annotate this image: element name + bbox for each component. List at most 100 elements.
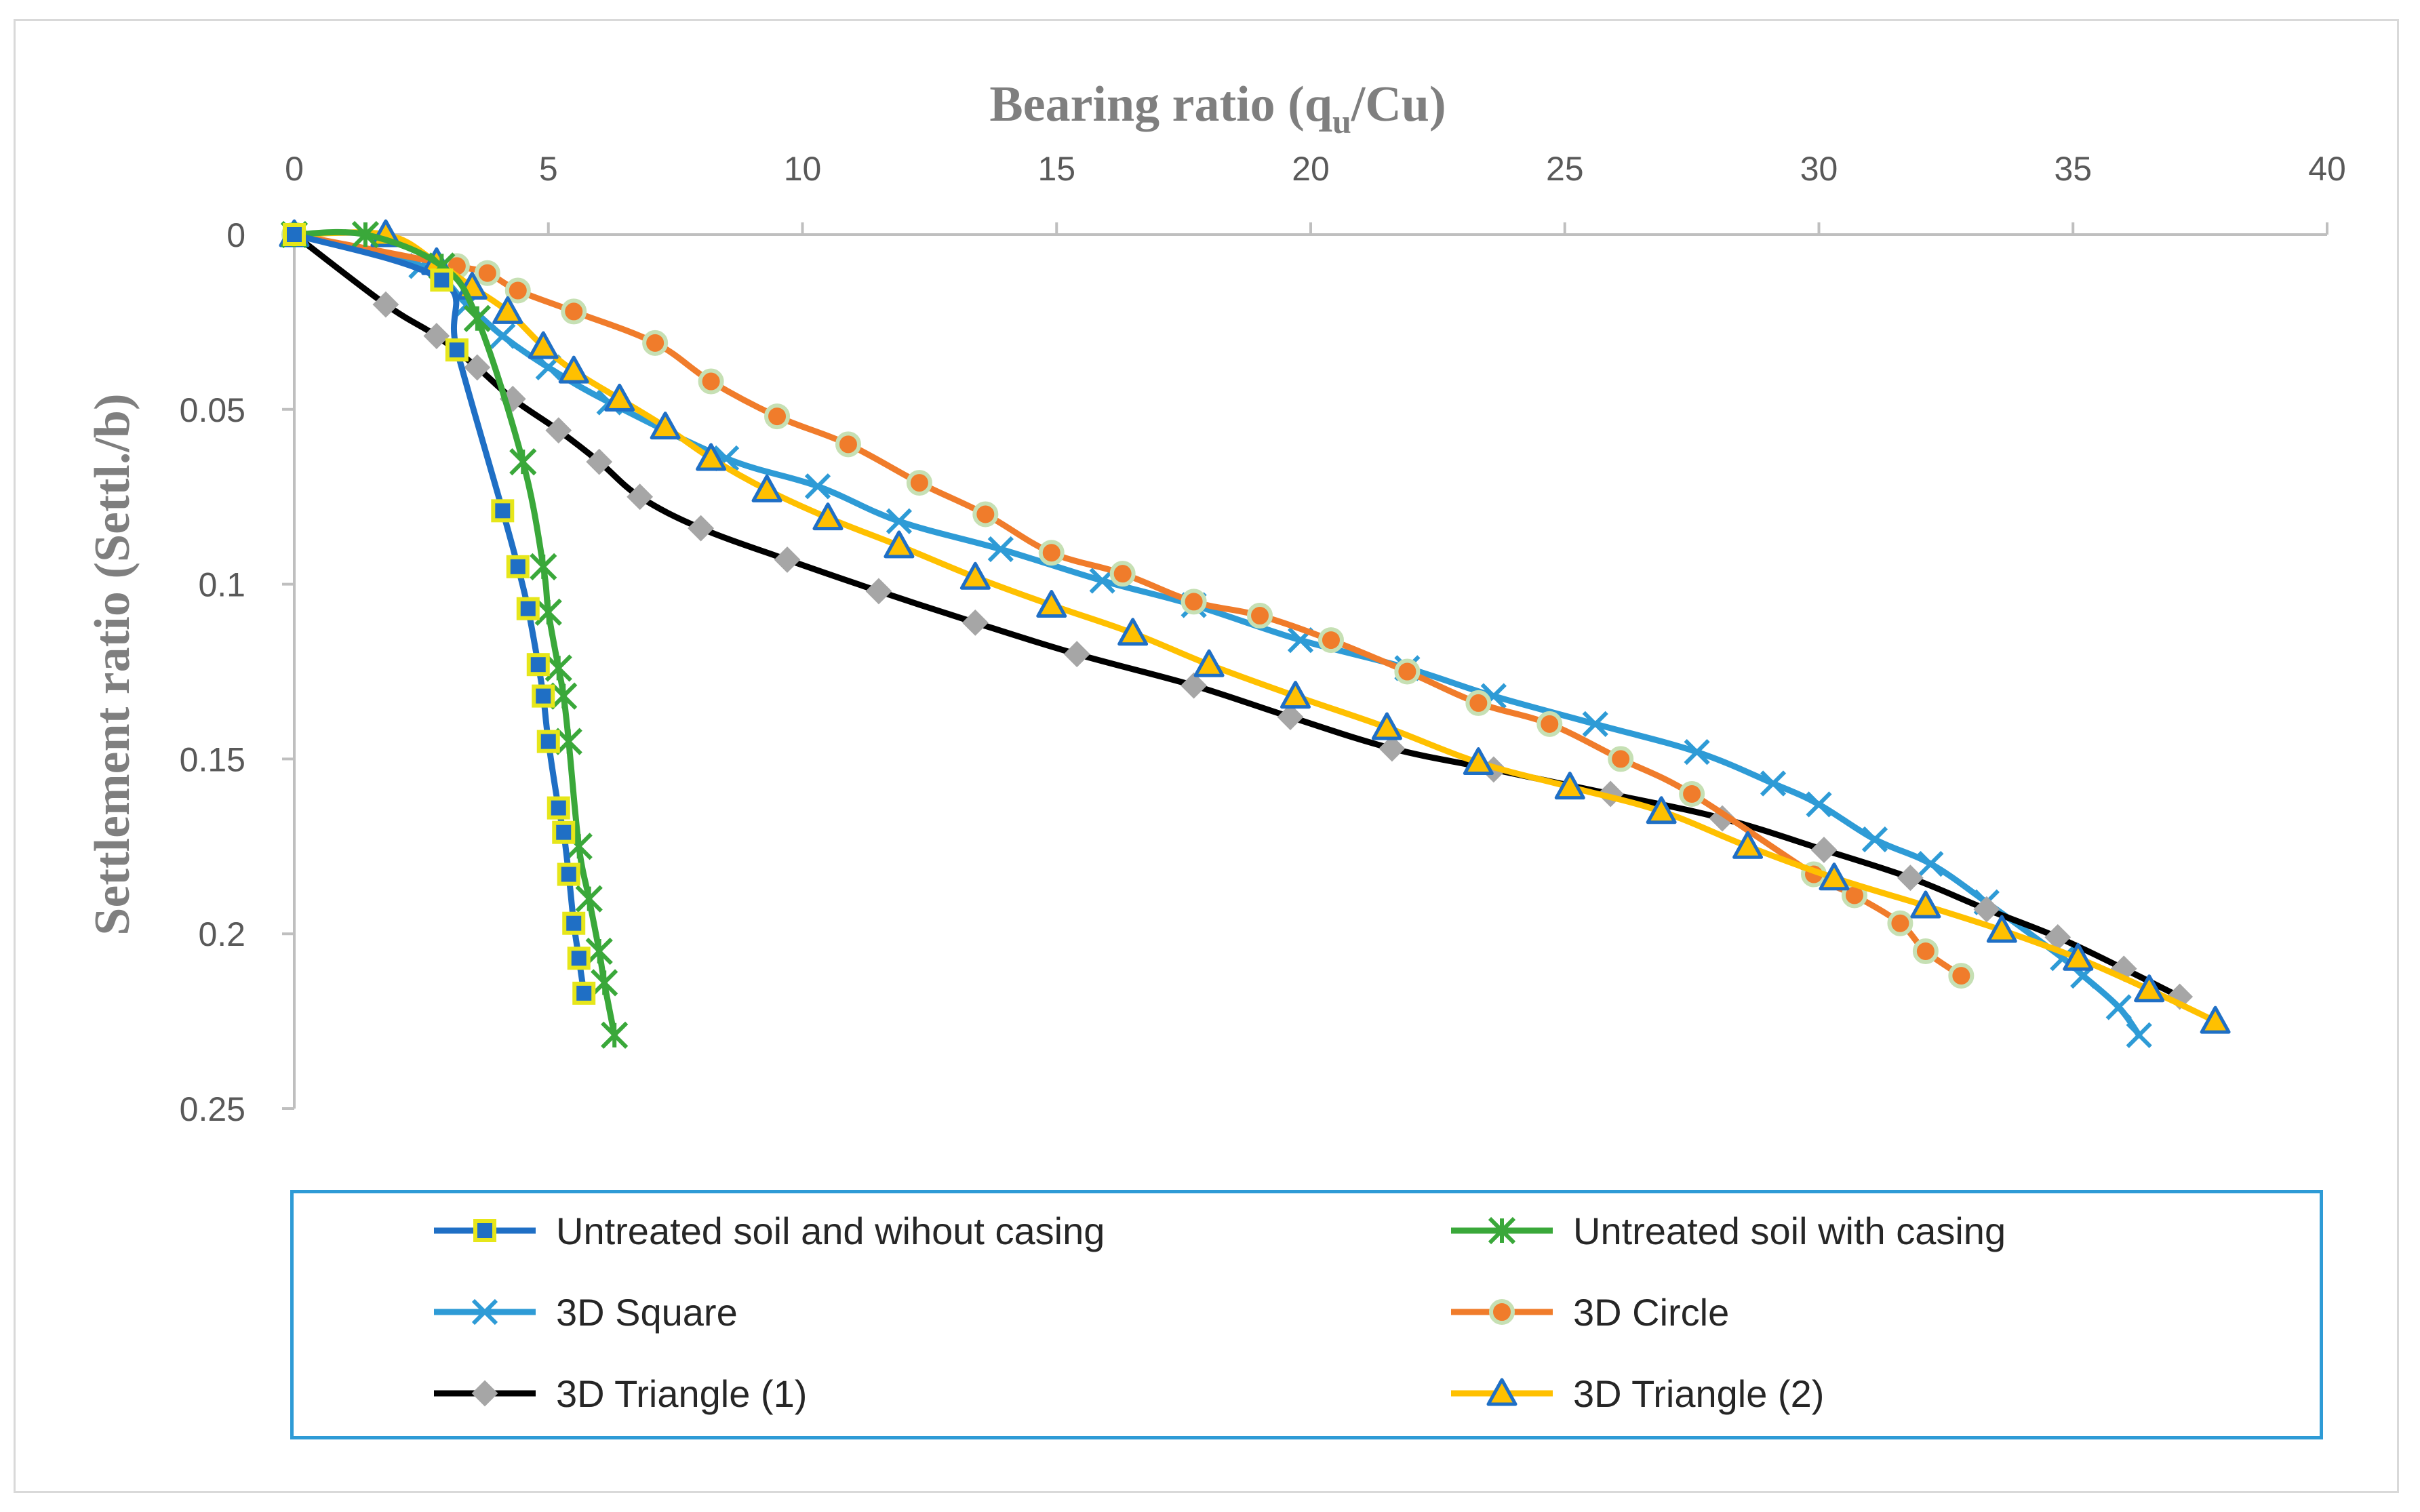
data-point <box>552 820 576 844</box>
series-4 <box>281 222 1975 989</box>
data-point <box>492 296 523 324</box>
data-point <box>987 536 1014 563</box>
y-ticks: 0 0.05 0.1 0.15 0.2 0.25 <box>180 216 294 1128</box>
data-point <box>561 298 587 325</box>
data-point <box>835 431 861 458</box>
legend-label: 3D Triangle (2) <box>1573 1372 1824 1415</box>
y-tick-label: 0.1 <box>198 566 245 604</box>
x-axis-title-subscript: u <box>1332 102 1351 140</box>
data-point <box>1554 772 1585 800</box>
x-axis-title-tail: /Cu) <box>1351 77 1446 132</box>
data-point <box>886 508 913 534</box>
legend-item: Untreated soil and wihout casing <box>434 1210 1105 1252</box>
x-tick-label: 40 <box>2308 150 2346 188</box>
x-tick-label: 15 <box>1037 150 1075 188</box>
x-ticks: 0 5 10 15 20 25 30 35 40 <box>285 150 2346 235</box>
data-point <box>555 728 582 755</box>
data-point <box>642 330 669 356</box>
data-point <box>751 474 782 502</box>
data-point <box>1986 915 2017 943</box>
legend-label: Untreated soil and wihout casing <box>556 1210 1105 1252</box>
data-point <box>567 947 591 970</box>
data-point <box>688 515 715 542</box>
data-point <box>1732 831 1764 859</box>
y-tick-label: 0.2 <box>198 915 245 953</box>
y-axis-title: Settlement ratio (Settl./b) <box>85 393 140 935</box>
legend-swatch-marker <box>471 1298 498 1326</box>
data-point <box>2200 1006 2231 1034</box>
data-point <box>1760 770 1787 797</box>
series-line <box>291 231 2183 1000</box>
x-axis-title: Bearing ratio (qu/Cu) <box>989 77 1446 140</box>
data-point <box>1371 712 1402 740</box>
data-point <box>516 597 540 620</box>
x-tick-label: 30 <box>1800 150 1838 188</box>
data-point <box>464 354 491 381</box>
data-point <box>557 862 580 886</box>
data-point <box>1181 672 1208 699</box>
data-point <box>528 331 559 359</box>
x-tick-label: 35 <box>2054 150 2092 188</box>
legend-item: 3D Triangle (2) <box>1451 1372 1824 1415</box>
data-point <box>696 443 727 471</box>
data-point <box>604 383 635 412</box>
legend-item: 3D Triangle (1) <box>434 1372 807 1415</box>
data-point <box>1684 738 1710 765</box>
data-point <box>1810 837 1838 863</box>
data-point <box>1317 627 1344 654</box>
data-point <box>536 730 560 753</box>
legend-item: Untreated soil with casing <box>1451 1210 2006 1252</box>
data-point <box>1063 641 1090 668</box>
data-point <box>430 268 454 292</box>
data-point <box>2105 994 2132 1020</box>
data-point <box>506 555 530 578</box>
data-point <box>1247 603 1273 629</box>
data-point <box>591 969 618 997</box>
data-point <box>562 911 586 935</box>
data-point <box>586 448 613 475</box>
data-point <box>558 355 589 384</box>
data-point <box>1582 711 1608 737</box>
data-point <box>1912 938 1939 964</box>
data-point <box>532 684 555 708</box>
data-point <box>509 448 537 476</box>
legend: Untreated soil and wihout casing Untreate… <box>434 1210 2006 1415</box>
legend-swatch-marker <box>473 1219 496 1242</box>
data-point <box>474 260 500 286</box>
series-1 <box>283 223 596 1005</box>
data-point <box>1819 862 1850 891</box>
data-point <box>906 470 932 496</box>
x-tick-label: 10 <box>784 150 822 188</box>
data-point <box>1646 796 1677 824</box>
data-point <box>1608 746 1634 772</box>
data-point <box>1918 850 1944 877</box>
data-point <box>1277 704 1304 730</box>
data-point <box>1117 618 1149 646</box>
data-point <box>572 981 596 1005</box>
data-point <box>774 546 801 573</box>
data-point <box>2063 942 2094 971</box>
data-point <box>1038 540 1065 566</box>
legend-label: 3D Square <box>556 1291 738 1334</box>
data-point <box>547 796 570 820</box>
data-point <box>1465 690 1492 716</box>
data-point <box>550 682 578 710</box>
data-point <box>1897 864 1924 892</box>
data-point <box>423 323 450 349</box>
legend-swatch-marker <box>471 1380 498 1407</box>
x-tick-label: 0 <box>285 150 304 188</box>
data-point <box>575 885 603 913</box>
data-point <box>1861 826 1888 853</box>
data-point <box>601 1021 629 1049</box>
legend-label: Untreated soil with casing <box>1573 1210 2006 1252</box>
legend-label: 3D Triangle (1) <box>556 1372 807 1415</box>
data-point <box>351 220 380 249</box>
data-point <box>1036 590 1067 618</box>
data-point <box>972 501 999 528</box>
data-point <box>804 473 831 500</box>
axes: 0 5 10 15 20 25 30 35 40 0 0.05 0.1 0.15 0.2 0.25 <box>180 150 2346 1128</box>
y-tick-label: 0.15 <box>180 740 245 778</box>
data-point <box>1806 791 1832 818</box>
data-point <box>1280 681 1311 709</box>
